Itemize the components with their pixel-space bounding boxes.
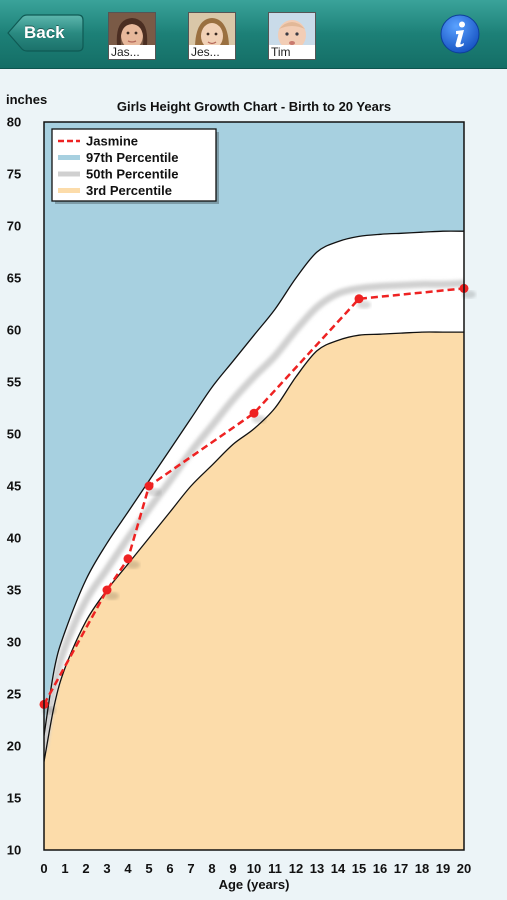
data-point-jasmine: [123, 554, 133, 564]
y-tick-label: 15: [7, 791, 21, 806]
x-tick-label: 1: [61, 861, 68, 876]
info-icon: [440, 14, 480, 54]
growth-chart: inches Girls Height Growth Chart - Birth…: [6, 92, 476, 892]
top-navigation-bar: Back Jas... Jes... Tim: [0, 0, 507, 69]
x-tick-label: 12: [289, 861, 303, 876]
profile-jasmine[interactable]: Jas...: [108, 12, 156, 60]
x-tick-label: 14: [331, 861, 346, 876]
data-point-jasmine: [144, 481, 154, 491]
x-tick-label: 13: [310, 861, 324, 876]
profile-tim[interactable]: Tim: [268, 12, 316, 60]
y-tick-label: 75: [7, 167, 21, 182]
y-tick-label: 50: [7, 427, 21, 442]
growth-chart-panel: inches Girls Height Growth Chart - Birth…: [0, 69, 507, 900]
x-tick-label: 18: [415, 861, 429, 876]
chart-title: Girls Height Growth Chart - Birth to 20 …: [117, 99, 391, 114]
x-tick-label: 5: [145, 861, 152, 876]
data-point-jasmine: [354, 294, 364, 304]
x-tick-label: 17: [394, 861, 408, 876]
back-button-shape: [7, 14, 84, 52]
band-3rd: [44, 332, 464, 850]
y-axis-label: inches: [6, 92, 47, 107]
plot-area: [39, 121, 476, 851]
series-line-50th: [44, 279, 464, 752]
y-tick-label: 30: [7, 635, 21, 650]
y-tick-label: 70: [7, 219, 21, 234]
x-tick-label: 8: [208, 861, 215, 876]
x-tick-label: 11: [268, 861, 282, 876]
y-tick-label: 80: [7, 115, 21, 130]
y-tick-label: 40: [7, 531, 21, 546]
x-tick-label: 7: [187, 861, 194, 876]
x-tick-label: 2: [82, 861, 89, 876]
y-tick-label: 25: [7, 687, 21, 702]
back-button[interactable]: Back: [6, 14, 84, 52]
x-tick-label: 4: [124, 861, 132, 876]
profile-jessica[interactable]: Jes...: [188, 12, 236, 60]
data-point-jasmine: [249, 408, 259, 418]
y-tick-label: 35: [7, 583, 21, 598]
series-line-97th: [44, 230, 464, 736]
x-tick-label: 20: [457, 861, 471, 876]
profile-name: Tim: [269, 45, 315, 59]
x-tick-label: 16: [373, 861, 387, 876]
profile-name: Jas...: [109, 45, 155, 59]
y-tick-label: 10: [7, 843, 21, 858]
back-button-label: Back: [24, 23, 65, 42]
series-line-3rd: [44, 331, 464, 762]
x-axis-label: Age (years): [219, 877, 290, 892]
x-tick-label: 0: [40, 861, 47, 876]
x-tick-label: 6: [166, 861, 173, 876]
info-button[interactable]: [440, 14, 480, 54]
legend-label: 50th Percentile: [86, 167, 179, 182]
plot-border: [43, 121, 465, 851]
y-tick-label: 20: [7, 739, 21, 754]
profile-name: Jes...: [189, 45, 235, 59]
y-tick-label: 55: [7, 375, 21, 390]
x-tick-label: 15: [352, 861, 366, 876]
legend-label: 97th Percentile: [86, 150, 179, 165]
x-tick-label: 9: [229, 861, 236, 876]
x-axis-ticks: 0 1 2 3 4 5 6 7 8 9 10 11 12 13 14 15 16 17 18 19 20: [40, 861, 471, 876]
y-tick-label: 60: [7, 323, 21, 338]
data-point-jasmine: [102, 585, 112, 595]
y-tick-label: 45: [7, 479, 21, 494]
y-axis-ticks: 10 15 20 25 30 35 40 45 50 55 60 65 70 75 80: [7, 115, 21, 858]
x-tick-label: 10: [247, 861, 261, 876]
y-tick-label: 65: [7, 271, 21, 286]
x-tick-label: 19: [436, 861, 450, 876]
legend-label: Jasmine: [86, 134, 138, 149]
legend-label: 3rd Percentile: [86, 183, 172, 198]
x-tick-label: 3: [103, 861, 110, 876]
